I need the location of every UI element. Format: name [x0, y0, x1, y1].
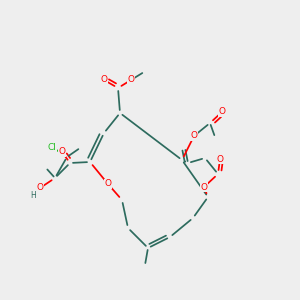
Text: O: O	[200, 182, 208, 191]
Text: O: O	[100, 76, 107, 85]
Text: H: H	[30, 190, 36, 200]
Text: O: O	[58, 148, 65, 157]
Text: O: O	[128, 76, 134, 85]
Text: O: O	[218, 107, 226, 116]
Text: O: O	[104, 179, 112, 188]
Text: O: O	[37, 184, 44, 193]
Text: O: O	[217, 154, 224, 164]
Text: O: O	[190, 131, 197, 140]
Text: Cl: Cl	[48, 142, 56, 152]
